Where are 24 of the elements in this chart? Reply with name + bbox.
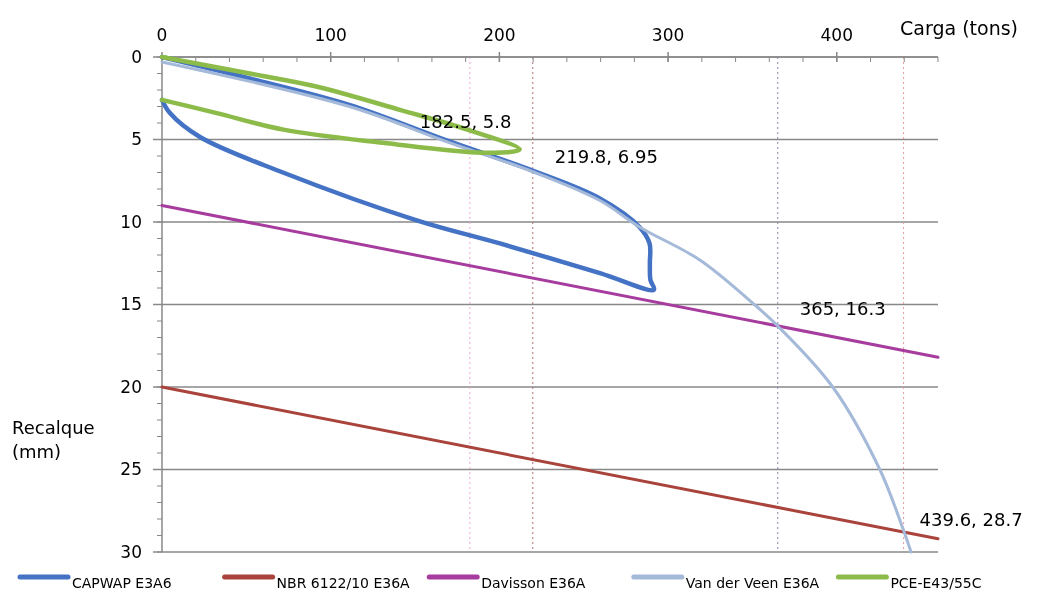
- y-tick-label: 5: [131, 129, 142, 150]
- line-series: [160, 60, 913, 554]
- legend-label: CAPWAP E3A6: [72, 575, 172, 591]
- x-tick-label: 400: [820, 25, 854, 45]
- x-tick-label: 0: [156, 25, 168, 45]
- y-tick-label: 30: [120, 541, 142, 562]
- y-tick-label: 25: [120, 459, 142, 480]
- legend-label: Davisson E36A: [481, 575, 586, 591]
- x-tick-label: 100: [314, 25, 347, 45]
- legend-label: Van der Veen E36A: [685, 575, 820, 591]
- y-tick-label: 15: [120, 294, 142, 315]
- y-tick-label: 20: [120, 376, 142, 397]
- annotation: 219.8, 6.95: [554, 145, 658, 167]
- annotation: 439.6, 28.7: [919, 508, 1023, 530]
- annotation: 365, 16.3: [799, 298, 886, 320]
- x-tick-label: 300: [651, 25, 685, 45]
- y-tick-label: 0: [131, 46, 142, 67]
- legend-label: PCE-E43/55C: [890, 575, 982, 591]
- x-tick-label: 200: [483, 25, 516, 45]
- y-tick-label: 10: [120, 211, 142, 232]
- y-axis-title: Recalque (mm): [12, 417, 95, 462]
- x-axis-title: Carga (tons): [900, 17, 1018, 39]
- legend-label: NBR 6122/10 E36A: [276, 575, 411, 591]
- line-series: [159, 54, 522, 155]
